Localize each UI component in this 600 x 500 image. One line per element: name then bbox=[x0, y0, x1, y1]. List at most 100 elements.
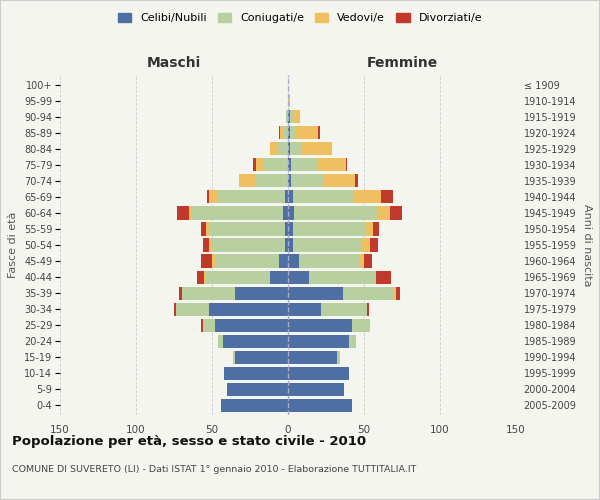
Bar bbox=[322, 302, 367, 316]
Y-axis label: Anni di nascita: Anni di nascita bbox=[582, 204, 592, 286]
Bar bbox=[189, 206, 192, 220]
Bar bbox=[288, 158, 291, 172]
Text: Popolazione per età, sesso e stato civile - 2010: Popolazione per età, sesso e stato civil… bbox=[12, 435, 366, 448]
Bar bbox=[174, 302, 176, 316]
Bar bbox=[291, 174, 325, 188]
Bar bbox=[294, 206, 377, 220]
Bar bbox=[290, 110, 293, 124]
Bar bbox=[337, 350, 340, 364]
Bar bbox=[299, 254, 359, 268]
Bar bbox=[192, 206, 283, 220]
Bar bbox=[227, 383, 288, 396]
Bar bbox=[288, 190, 293, 203]
Text: COMUNE DI SUVERETO (LI) - Dati ISTAT 1° gennaio 2010 - Elaborazione TUTTITALIA.I: COMUNE DI SUVERETO (LI) - Dati ISTAT 1° … bbox=[12, 465, 416, 474]
Bar bbox=[202, 222, 206, 235]
Bar bbox=[353, 190, 381, 203]
Bar bbox=[209, 222, 285, 235]
Text: Maschi: Maschi bbox=[147, 56, 201, 70]
Text: Femmine: Femmine bbox=[367, 56, 437, 70]
Bar bbox=[377, 206, 390, 220]
Bar bbox=[288, 254, 299, 268]
Bar bbox=[203, 238, 209, 252]
Bar bbox=[209, 190, 217, 203]
Bar bbox=[288, 366, 349, 380]
Bar bbox=[217, 190, 285, 203]
Y-axis label: Fasce di età: Fasce di età bbox=[8, 212, 19, 278]
Bar bbox=[355, 174, 358, 188]
Bar bbox=[218, 334, 223, 348]
Bar bbox=[176, 302, 209, 316]
Bar bbox=[285, 190, 288, 203]
Bar bbox=[288, 334, 349, 348]
Bar bbox=[293, 238, 362, 252]
Bar bbox=[309, 270, 374, 283]
Bar bbox=[283, 126, 288, 140]
Bar bbox=[325, 174, 355, 188]
Bar bbox=[209, 302, 288, 316]
Bar bbox=[223, 334, 288, 348]
Bar bbox=[288, 222, 293, 235]
Bar bbox=[285, 238, 288, 252]
Bar bbox=[212, 238, 285, 252]
Bar bbox=[288, 399, 352, 412]
Bar bbox=[374, 270, 376, 283]
Bar bbox=[202, 318, 203, 332]
Bar bbox=[279, 126, 280, 140]
Bar bbox=[343, 286, 394, 300]
Bar bbox=[206, 222, 209, 235]
Bar bbox=[283, 206, 288, 220]
Bar bbox=[206, 270, 270, 283]
Bar bbox=[182, 286, 235, 300]
Bar bbox=[288, 270, 309, 283]
Bar bbox=[302, 142, 332, 156]
Bar bbox=[270, 270, 288, 283]
Bar bbox=[288, 238, 293, 252]
Bar bbox=[288, 318, 352, 332]
Bar bbox=[177, 206, 189, 220]
Bar bbox=[293, 222, 365, 235]
Bar bbox=[352, 318, 370, 332]
Bar bbox=[364, 254, 371, 268]
Bar bbox=[179, 286, 182, 300]
Bar bbox=[291, 158, 319, 172]
Bar bbox=[286, 110, 288, 124]
Bar bbox=[277, 142, 288, 156]
Bar bbox=[288, 302, 322, 316]
Bar bbox=[253, 158, 256, 172]
Bar bbox=[381, 190, 393, 203]
Bar bbox=[221, 399, 288, 412]
Bar bbox=[370, 238, 377, 252]
Bar bbox=[288, 383, 344, 396]
Bar bbox=[293, 190, 353, 203]
Bar bbox=[288, 350, 337, 364]
Bar bbox=[319, 158, 346, 172]
Bar bbox=[235, 350, 288, 364]
Bar bbox=[288, 94, 290, 107]
Bar bbox=[270, 142, 277, 156]
Bar bbox=[256, 158, 263, 172]
Bar bbox=[263, 158, 288, 172]
Bar bbox=[208, 190, 209, 203]
Bar bbox=[203, 318, 215, 332]
Bar bbox=[212, 254, 215, 268]
Bar bbox=[288, 206, 294, 220]
Bar bbox=[254, 174, 288, 188]
Bar bbox=[367, 302, 368, 316]
Bar bbox=[224, 366, 288, 380]
Bar bbox=[346, 158, 347, 172]
Bar bbox=[280, 126, 283, 140]
Bar bbox=[279, 254, 288, 268]
Bar bbox=[376, 270, 391, 283]
Bar bbox=[288, 286, 343, 300]
Bar bbox=[290, 126, 296, 140]
Bar bbox=[202, 254, 212, 268]
Bar bbox=[362, 238, 370, 252]
Bar bbox=[288, 126, 290, 140]
Legend: Celibi/Nubili, Coniugati/e, Vedovi/e, Divorziati/e: Celibi/Nubili, Coniugati/e, Vedovi/e, Di… bbox=[113, 8, 487, 28]
Bar bbox=[349, 334, 356, 348]
Bar bbox=[215, 318, 288, 332]
Bar bbox=[296, 126, 319, 140]
Bar bbox=[288, 174, 291, 188]
Bar bbox=[239, 174, 254, 188]
Bar bbox=[288, 110, 290, 124]
